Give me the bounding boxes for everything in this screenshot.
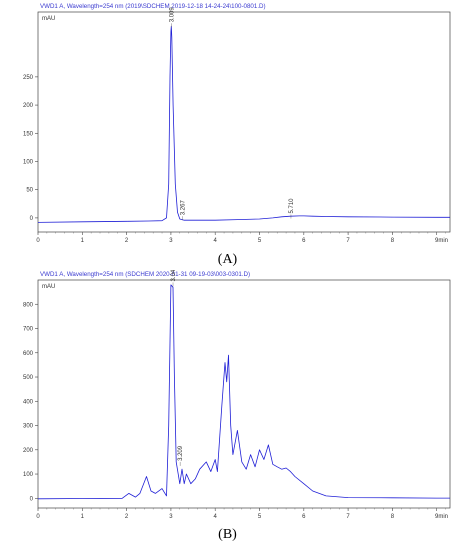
x-tick-label: 7 (346, 514, 350, 520)
chromatogram-b: VWD1 A, Wavelength=254 nm (SDCHEM 2020-0… (23, 270, 451, 520)
x-tick-label: 0 (36, 514, 40, 520)
x-tick-label: 8 (391, 238, 395, 243)
chart-panel-b: VWD1 A, Wavelength=254 nm (SDCHEM 2020-0… (0, 270, 455, 520)
y-tick-label: 700 (23, 327, 34, 333)
y-tick-label: 200 (23, 103, 34, 109)
y-tick-label: 200 (23, 448, 34, 454)
y-tick-label: 50 (26, 188, 33, 194)
x-tick-label: 5 (258, 514, 262, 520)
chromatogram-trace (37, 25, 450, 223)
y-tick-label: 500 (23, 375, 34, 381)
y-axis-unit: mAU (42, 16, 55, 22)
plot-frame (37, 11, 451, 233)
y-tick-label: 100 (23, 159, 34, 165)
peak-label: 3.209 (178, 445, 184, 461)
chart-title: VWD1 A, Wavelength=254 nm (SDCHEM 2020-0… (40, 271, 250, 278)
y-tick-label: 800 (23, 302, 34, 308)
chart-title: VWD1 A, Wavelength=254 nm (2019\SDCHEM 2… (40, 3, 266, 10)
peak-label: 3.048 (171, 270, 177, 281)
chromatogram-a: VWD1 A, Wavelength=254 nm (2019\SDCHEM 2… (23, 3, 451, 243)
x-tick-label: 6 (302, 514, 306, 520)
y-tick-label: 0 (30, 216, 34, 222)
panel-tag-a: (A) (217, 252, 238, 267)
peak-label: 3.267 (181, 200, 187, 216)
x-tick-label: 9 (435, 514, 439, 520)
x-tick-label: 3 (169, 238, 173, 243)
x-tick-label: 2 (125, 238, 129, 243)
x-axis-unit: min (438, 514, 448, 520)
panel-tag-b: (B) (218, 527, 237, 542)
chart-panel-a: VWD1 A, Wavelength=254 nm (2019\SDCHEM 2… (0, 0, 455, 243)
y-tick-label: 600 (23, 351, 34, 357)
x-tick-label: 7 (346, 238, 350, 243)
chromatogram-trace (37, 284, 450, 500)
x-tick-label: 9 (435, 238, 439, 243)
x-tick-label: 1 (81, 514, 85, 520)
x-tick-label: 6 (302, 238, 306, 243)
plot-frame (37, 279, 451, 509)
x-tick-label: 0 (36, 238, 40, 243)
y-axis-unit: mAU (42, 284, 55, 290)
y-tick-label: 400 (23, 399, 34, 405)
x-tick-label: 5 (258, 238, 262, 243)
peak-label: 3.009 (169, 7, 175, 23)
x-tick-label: 3 (169, 514, 173, 520)
y-tick-label: 100 (23, 472, 34, 478)
x-tick-label: 8 (391, 514, 395, 520)
y-tick-label: 250 (23, 75, 34, 81)
y-tick-label: 0 (30, 496, 34, 502)
x-tick-label: 4 (214, 238, 218, 243)
x-tick-label: 1 (81, 238, 85, 243)
x-axis-unit: min (438, 238, 448, 243)
y-tick-label: 300 (23, 424, 34, 430)
x-tick-label: 4 (214, 514, 218, 520)
x-tick-label: 2 (125, 514, 129, 520)
peak-label: 5.710 (289, 198, 295, 214)
y-tick-label: 150 (23, 131, 34, 137)
